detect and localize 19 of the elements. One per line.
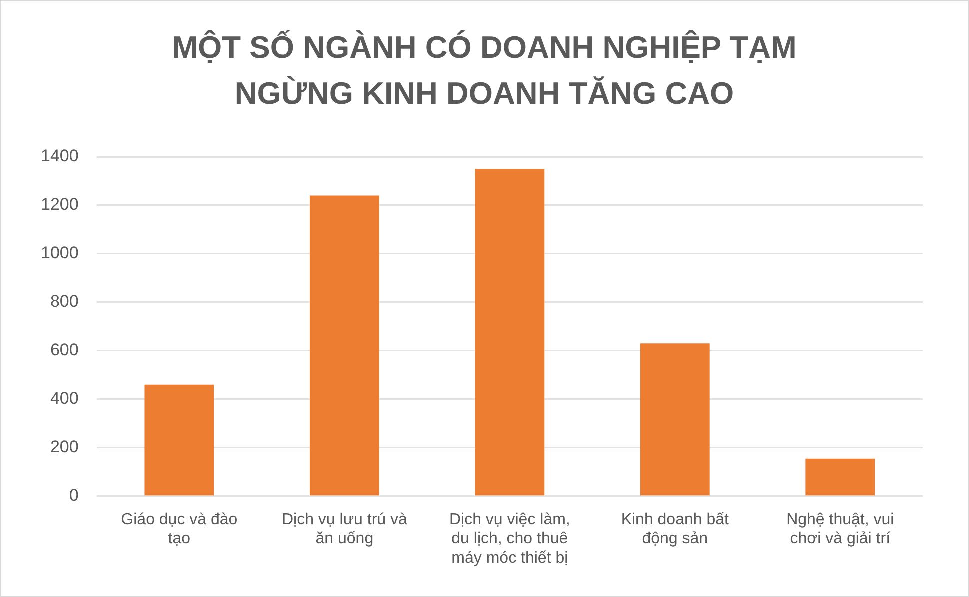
y-tick-label: 600 [50, 340, 79, 360]
y-tick-label: 800 [50, 292, 79, 312]
y-tick-label: 1000 [40, 244, 79, 263]
bar [310, 196, 380, 496]
bar [640, 344, 710, 496]
x-tick-label: Nghệ thuật, vui chơi và giải trí [786, 511, 894, 548]
y-tick-label: 0 [69, 486, 79, 506]
bar [475, 169, 545, 496]
x-tick-label: Dịch vụ lưu trú và ăn uống [282, 511, 408, 548]
y-tick-label: 1400 [40, 146, 79, 166]
chart-title: MỘT SỐ NGÀNH CÓ DOANH NGHIỆP TẠM NGỪNG KINH DOANH TĂNG CAO [171, 29, 798, 113]
y-tick-label: 1200 [40, 195, 79, 214]
x-tick-label: Dịch vụ việc làm, du lịch, cho thuê máy móc thiết bị [449, 511, 570, 567]
x-tick-label: Giáo dục và đào tạo [121, 511, 238, 548]
bar [144, 384, 214, 496]
x-tick-label: Kinh doanh bất động sản [621, 511, 730, 548]
y-tick-label: 200 [50, 438, 79, 457]
bar [806, 458, 876, 496]
y-tick-label: 400 [50, 389, 79, 408]
